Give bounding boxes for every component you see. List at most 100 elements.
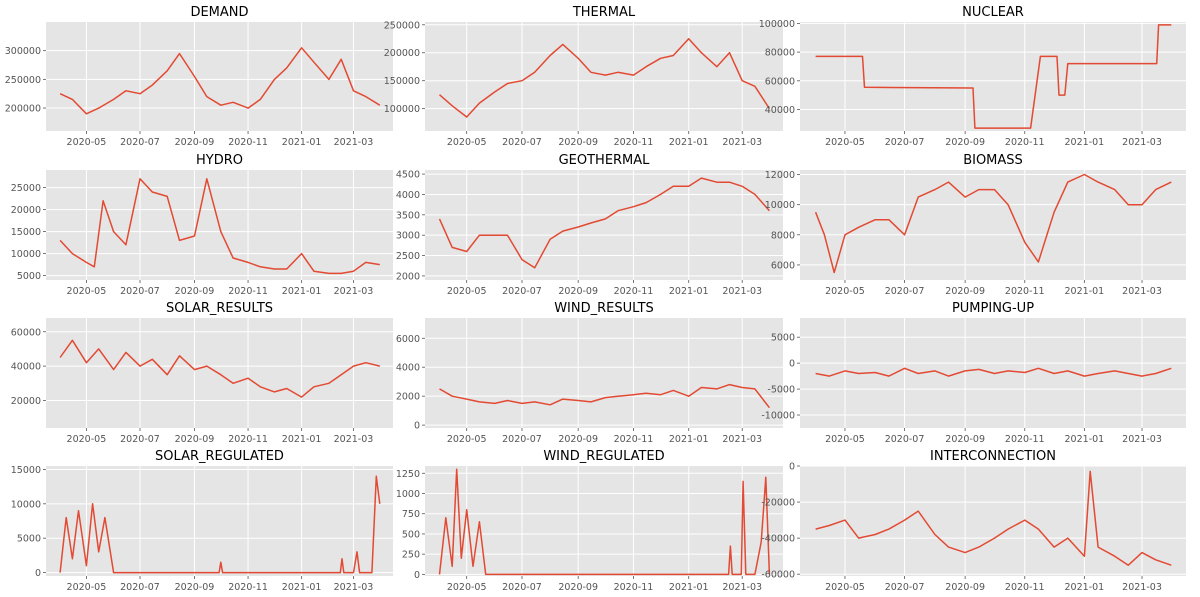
panel-interconnection: 2020-05 2020-07 2020-09 2020-11 2021-01 2021-… <box>761 449 1186 593</box>
x-tick-label: 2021-01 <box>282 582 322 593</box>
plot-area <box>800 466 1186 576</box>
y-tick-label: 3000 <box>396 231 420 242</box>
x-tick-label: 2020-09 <box>175 582 215 593</box>
x-tick-label: 2021-03 <box>334 137 374 148</box>
panel-title: WIND_RESULTS <box>554 301 654 316</box>
panel-wind_regulated: 2020-05 2020-07 2020-09 2020-11 2021-01 2021-… <box>396 449 783 593</box>
series-line <box>815 24 1172 129</box>
x-tick-label: 2020-07 <box>120 434 160 445</box>
y-tick-label: 10000 <box>11 499 41 510</box>
y-tick-label: 100000 <box>384 104 420 115</box>
y-tick-label: 20000 <box>11 396 41 407</box>
y-tick-label: 300000 <box>5 46 41 57</box>
panel-title: PUMPING-UP <box>952 301 1034 316</box>
x-tick-label: 2020-09 <box>945 582 985 593</box>
plot-area <box>800 22 1186 131</box>
y-tick-label: 20000 <box>11 205 41 216</box>
y-tick-label: 250000 <box>5 75 41 86</box>
series-line <box>59 178 380 275</box>
x-tick-label: 2020-11 <box>228 137 268 148</box>
x-tick-label: 2021-03 <box>722 286 762 297</box>
y-tick-label: 2000 <box>396 392 420 403</box>
x-tick-label: 2020-05 <box>447 434 487 445</box>
y-tick-label: 5000 <box>17 534 41 545</box>
y-tick-label: 200000 <box>5 104 41 115</box>
x-tick-label: 2021-03 <box>334 286 374 297</box>
x-tick-label: 2021-01 <box>1065 434 1105 445</box>
x-tick-label: 2021-01 <box>282 286 322 297</box>
y-tick-label: 0 <box>35 568 41 579</box>
x-tick-label: 2020-05 <box>67 434 107 445</box>
y-tick-label: 8000 <box>771 230 795 241</box>
x-tick-label: 2020-09 <box>175 286 215 297</box>
panel-title: DEMAND <box>190 5 248 20</box>
x-tick-label: 2020-11 <box>1005 286 1045 297</box>
y-tick-label: 0 <box>414 570 420 581</box>
x-tick-label: 2021-01 <box>282 434 322 445</box>
x-tick-label: 2020-09 <box>175 137 215 148</box>
y-tick-label: 60000 <box>765 76 795 87</box>
y-tick-label: 80000 <box>765 48 795 59</box>
plot-area <box>46 466 393 576</box>
plot-area <box>425 170 783 280</box>
y-tick-label: -5000 <box>767 385 795 396</box>
y-tick-label: 150000 <box>384 76 420 87</box>
x-tick-label: 2020-05 <box>447 137 487 148</box>
series-line <box>59 47 381 115</box>
x-tick-label: 2020-05 <box>825 582 865 593</box>
panel-title: WIND_REGULATED <box>543 449 664 464</box>
x-tick-label: 2020-05 <box>825 434 865 445</box>
y-tick-label: 10000 <box>765 200 795 211</box>
x-tick-label: 2020-07 <box>502 434 542 445</box>
x-tick-label: 2020-09 <box>558 434 598 445</box>
y-tick-label: 0 <box>789 359 795 370</box>
x-tick-label: 2020-07 <box>502 137 542 148</box>
series-line <box>59 475 381 574</box>
panel-title: SOLAR_REGULATED <box>155 449 284 464</box>
x-tick-label: 2020-09 <box>945 137 985 148</box>
x-tick-label: 2020-05 <box>825 137 865 148</box>
x-tick-label: 2020-05 <box>447 582 487 593</box>
plot-area <box>425 466 783 576</box>
x-tick-label: 2020-07 <box>885 137 925 148</box>
x-tick-label: 2021-03 <box>1122 434 1162 445</box>
y-tick-label: 2500 <box>396 251 420 262</box>
x-tick-label: 2020-09 <box>175 434 215 445</box>
x-tick-label: 2021-01 <box>1065 137 1105 148</box>
x-tick-label: 2021-01 <box>669 286 709 297</box>
panel-biomass: 2020-05 2020-07 2020-09 2020-11 2021-01 2021-… <box>765 153 1186 297</box>
panel-solar_regulated: 2020-05 2020-07 2020-09 2020-11 2021-01 2021-… <box>11 449 393 593</box>
x-tick-label: 2020-05 <box>67 137 107 148</box>
y-tick-label: 60000 <box>11 327 41 338</box>
x-tick-label: 2020-07 <box>885 286 925 297</box>
x-tick-label: 2020-11 <box>614 286 654 297</box>
x-tick-label: 2020-11 <box>614 137 654 148</box>
x-tick-label: 2020-05 <box>67 286 107 297</box>
plot-area <box>425 318 783 428</box>
x-tick-label: 2020-11 <box>1005 137 1045 148</box>
y-tick-label: 5000 <box>771 333 795 344</box>
x-tick-label: 2020-09 <box>558 582 598 593</box>
series-line <box>439 38 771 118</box>
y-tick-label: 0 <box>414 421 420 432</box>
x-tick-label: 2020-07 <box>885 434 925 445</box>
y-tick-label: 6000 <box>771 260 795 271</box>
x-tick-label: 2020-05 <box>447 286 487 297</box>
x-tick-label: 2021-03 <box>722 434 762 445</box>
x-tick-label: 2020-07 <box>120 137 160 148</box>
series-line <box>439 383 770 409</box>
x-tick-label: 2021-01 <box>669 434 709 445</box>
panel-title: THERMAL <box>572 5 636 20</box>
y-tick-label: 4000 <box>396 190 420 201</box>
y-tick-label: 12000 <box>765 170 795 181</box>
panel-title: BIOMASS <box>963 153 1023 168</box>
series-line <box>438 177 770 269</box>
x-tick-label: 2021-01 <box>669 582 709 593</box>
y-tick-label: 100000 <box>759 19 795 30</box>
x-tick-label: 2021-01 <box>1065 582 1105 593</box>
y-tick-label: -60000 <box>761 570 795 581</box>
x-tick-label: 2020-09 <box>558 137 598 148</box>
panel-title: INTERCONNECTION <box>930 449 1056 464</box>
x-tick-label: 2020-09 <box>945 286 985 297</box>
